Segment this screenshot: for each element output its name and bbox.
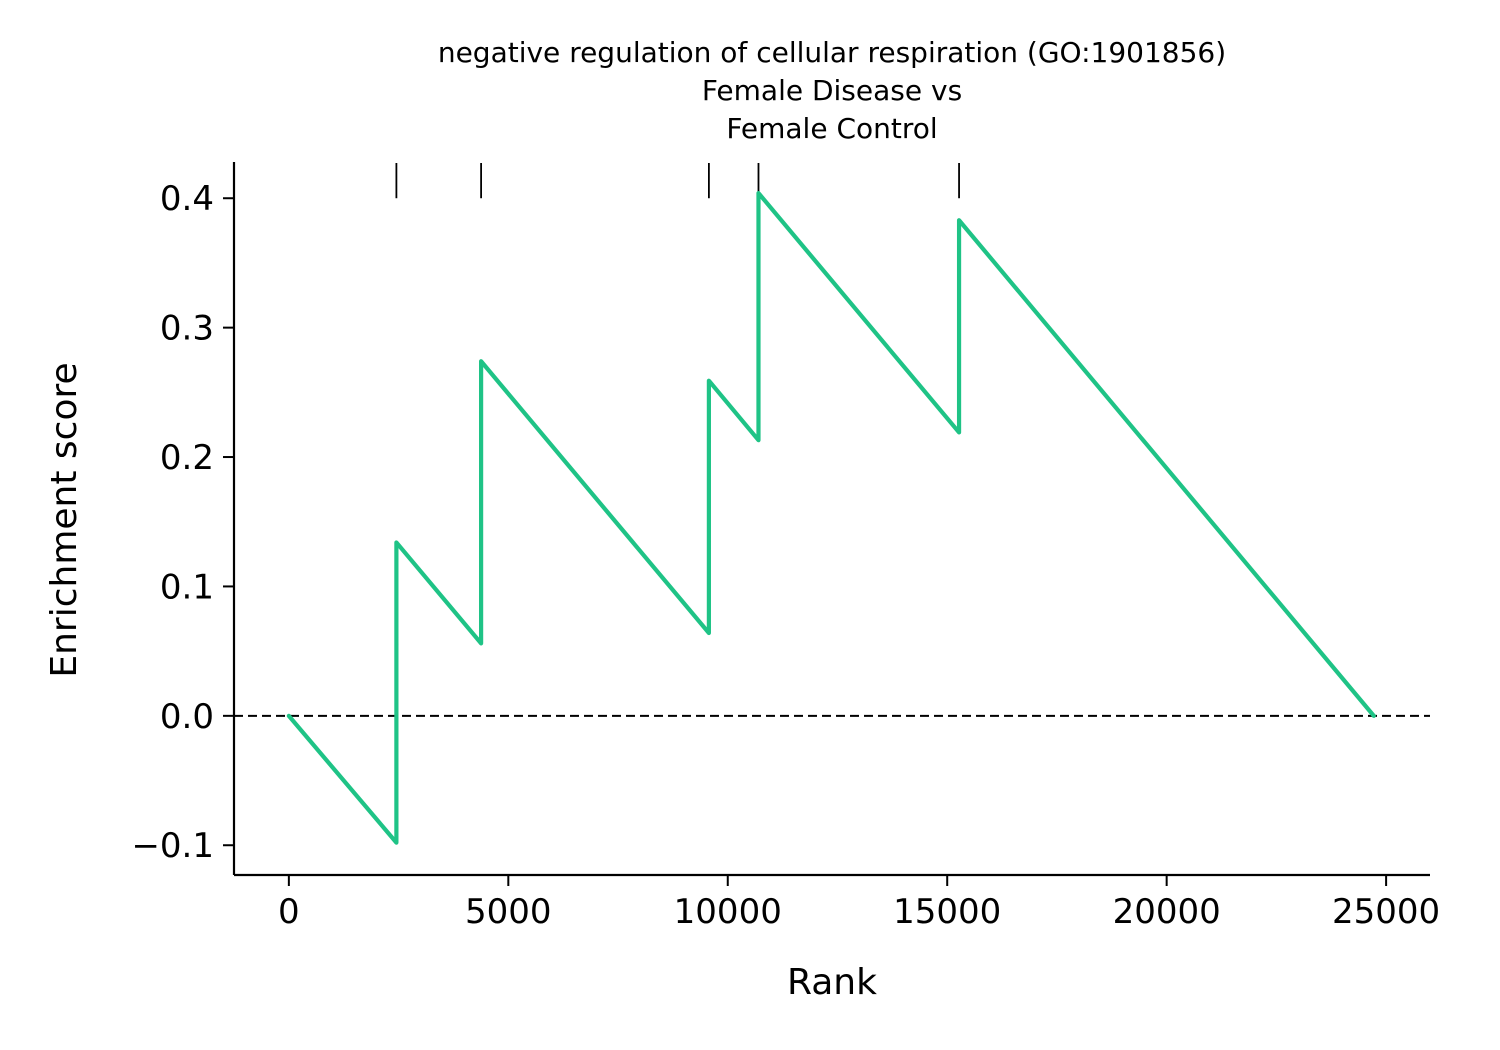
x-tick-label: 25000 [1332, 892, 1440, 932]
y-tick-label: 0.2 [160, 438, 214, 478]
x-tick-label: 5000 [465, 892, 552, 932]
x-tick-label: 15000 [893, 892, 1001, 932]
y-tick-label: 0.1 [160, 567, 214, 607]
enrichment-score-line [286, 190, 1376, 845]
y-tick-label: 0.4 [160, 179, 214, 219]
x-tick-label: 0 [278, 892, 300, 932]
y-tick-label: 0.3 [160, 309, 214, 349]
plot-area: 0 5000 10000 15000 20000 25000 −0.1 0.0 0.1 0.2 0.… [131, 162, 1440, 932]
y-tick-label: −0.1 [131, 826, 214, 866]
y-tick-label: 0.0 [160, 697, 214, 737]
y-axis-label: Enrichment score [44, 362, 85, 677]
chart-title-line-3: Female Control [726, 112, 937, 145]
chart-title-line-2: Female Disease vs [702, 74, 962, 107]
chart-title-line-1: negative regulation of cellular respirat… [438, 36, 1226, 69]
chart-title: negative regulation of cellular respirat… [438, 36, 1226, 145]
x-tick-label: 10000 [674, 892, 782, 932]
x-axis-label: Rank [787, 962, 877, 1003]
x-tick-label: 20000 [1113, 892, 1221, 932]
